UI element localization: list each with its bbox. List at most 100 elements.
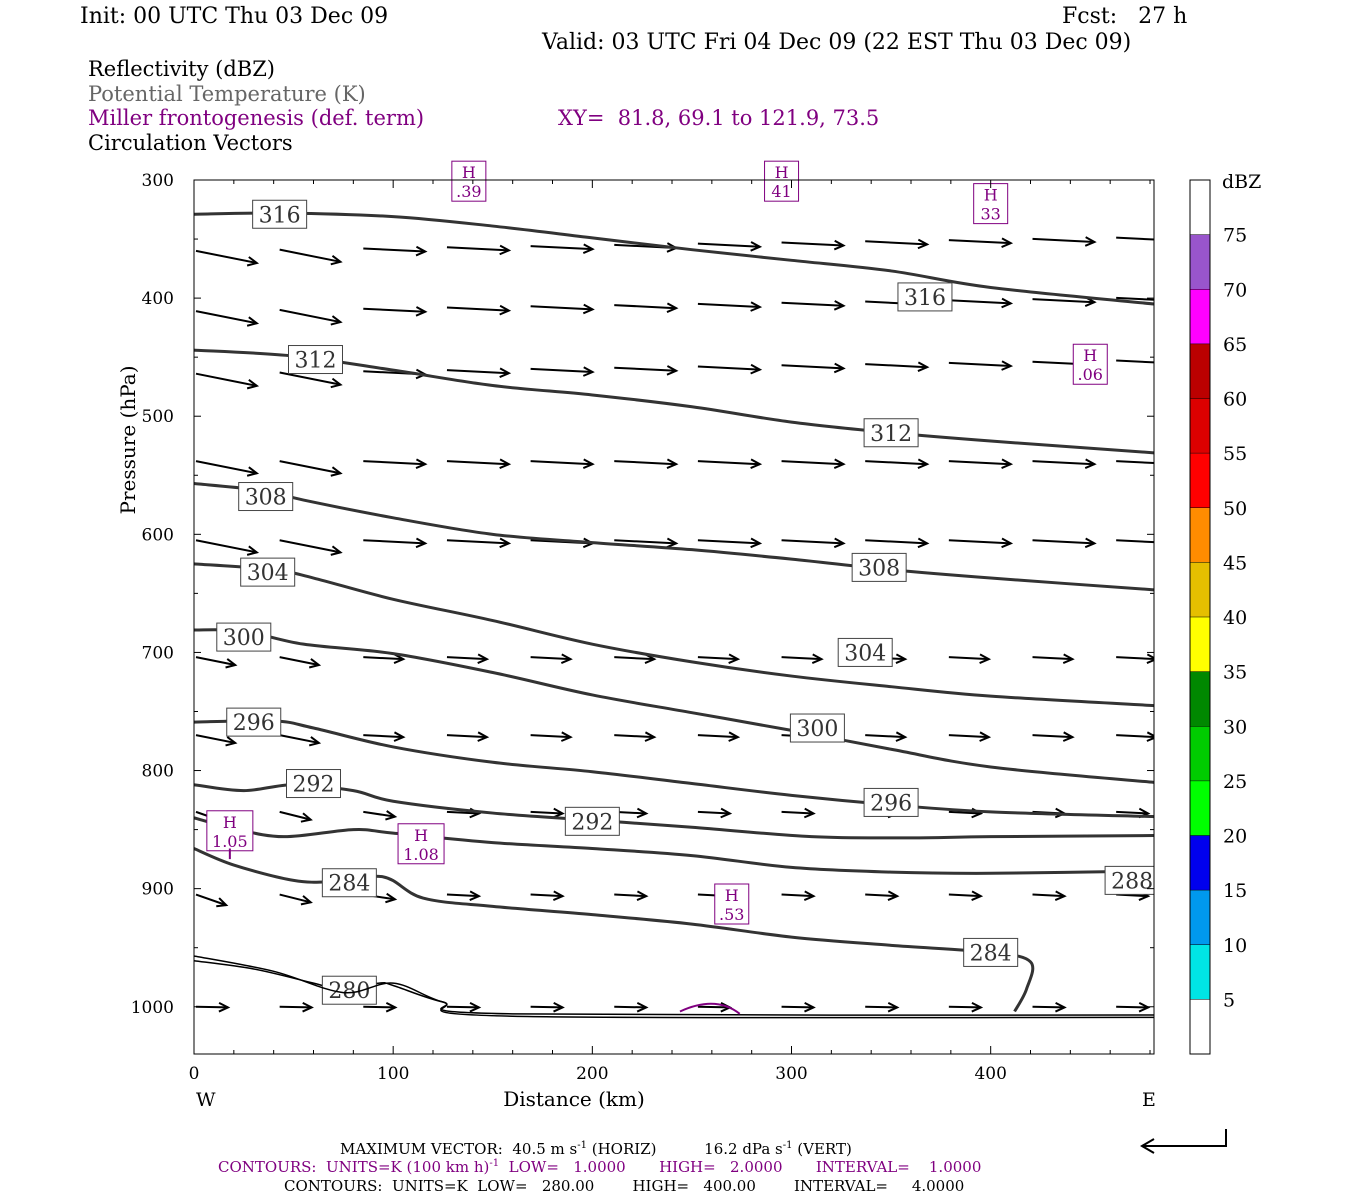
circulation-vector bbox=[1116, 460, 1154, 464]
circulation-vector-head bbox=[833, 300, 846, 311]
circulation-vector-head bbox=[246, 379, 260, 390]
theta-label-292: 292 bbox=[293, 773, 335, 798]
colorbar-segment bbox=[1190, 835, 1210, 891]
circulation-vector-head bbox=[1146, 653, 1154, 664]
theta-label-box bbox=[851, 552, 907, 582]
x-tick-label: 0 bbox=[189, 1064, 200, 1084]
circulation-vector-head bbox=[499, 458, 512, 470]
circulation-vector-head bbox=[750, 363, 763, 375]
circulation-vector bbox=[865, 539, 928, 545]
circulation-vector bbox=[614, 366, 677, 372]
circulation-vector-head bbox=[666, 302, 679, 314]
theta-label-296: 296 bbox=[870, 791, 912, 816]
circulation-vector bbox=[530, 245, 593, 251]
circulation-vector bbox=[865, 1005, 898, 1009]
circulation-vector bbox=[781, 810, 814, 815]
theta-label-304: 304 bbox=[247, 561, 289, 586]
east-label: E bbox=[1142, 1089, 1156, 1111]
circulation-vector bbox=[1116, 656, 1154, 661]
circulation-vector bbox=[279, 893, 311, 904]
circulation-vector bbox=[614, 539, 677, 545]
circulation-vector-head bbox=[833, 458, 846, 470]
circulation-vector bbox=[614, 734, 655, 739]
circulation-vector bbox=[1032, 539, 1095, 545]
circulation-vector bbox=[195, 893, 227, 907]
theta-label-box bbox=[863, 418, 919, 448]
circulation-vector bbox=[781, 460, 844, 466]
y-tick-label: 1000 bbox=[131, 998, 174, 1018]
circulation-vector bbox=[363, 307, 426, 313]
circulation-vector bbox=[697, 810, 730, 815]
circulation-vector-head bbox=[582, 458, 595, 470]
theta-label-box bbox=[1104, 865, 1154, 895]
circulation-vector-head bbox=[582, 366, 595, 377]
circulation-vector bbox=[948, 810, 981, 815]
circulation-vector-head bbox=[811, 653, 824, 664]
theta-contour-304 bbox=[194, 562, 1154, 708]
circulation-vector-head bbox=[971, 890, 984, 901]
theta-label-312: 312 bbox=[870, 422, 912, 447]
theta-label-box bbox=[240, 557, 296, 587]
reference-vector-icon bbox=[1140, 1129, 1227, 1154]
circulation-vector bbox=[279, 460, 341, 475]
circulation-vector bbox=[363, 460, 426, 466]
circulation-vector bbox=[446, 734, 487, 739]
colorbar-segment bbox=[1190, 780, 1210, 836]
theta-label-288: 288 bbox=[1111, 869, 1153, 894]
theta-label-box bbox=[238, 482, 294, 512]
circulation-vector-head bbox=[246, 466, 260, 477]
circulation-vector bbox=[614, 1005, 647, 1009]
circulation-vector bbox=[781, 656, 822, 661]
circulation-vector-head bbox=[720, 807, 733, 819]
y-tick-label: 800 bbox=[142, 762, 174, 782]
circulation-vector-head bbox=[917, 458, 930, 470]
circulation-vector bbox=[948, 656, 989, 661]
circulation-vector bbox=[446, 893, 479, 898]
circulation-vector bbox=[279, 308, 341, 324]
circulation-vector-head bbox=[560, 731, 573, 742]
circulation-vector bbox=[948, 539, 1011, 545]
circulation-vector-head bbox=[833, 537, 846, 549]
circulation-vector bbox=[781, 893, 814, 898]
circulation-vector-head bbox=[300, 895, 313, 906]
circulation-vector-head bbox=[895, 731, 908, 742]
colorbar-label: 20 bbox=[1223, 826, 1247, 848]
circulation-vector-head bbox=[300, 812, 313, 823]
circulation-vector bbox=[865, 460, 928, 466]
y-tick-label: 600 bbox=[142, 525, 174, 545]
colorbar-label: 15 bbox=[1223, 880, 1247, 902]
colorbar-segment bbox=[1190, 180, 1210, 235]
theta-label-284: 284 bbox=[970, 941, 1012, 966]
circulation-vector bbox=[279, 1005, 312, 1009]
circulation-vector bbox=[1032, 298, 1095, 304]
circulation-vector-head bbox=[1138, 1001, 1151, 1013]
circulation-vector bbox=[1116, 236, 1154, 241]
colorbar-segment bbox=[1190, 289, 1210, 344]
theta-label-316: 316 bbox=[904, 286, 946, 311]
circulation-vector-head bbox=[1062, 731, 1075, 742]
circulation-vector-head bbox=[246, 545, 260, 556]
circulation-vector bbox=[195, 310, 257, 325]
colorbar-label: 45 bbox=[1223, 552, 1247, 574]
circulation-vector bbox=[195, 1005, 229, 1009]
fronto-max-label: H bbox=[223, 813, 237, 832]
fronto-max-value: 1.05 bbox=[212, 832, 248, 851]
colorbar-label: 60 bbox=[1223, 389, 1247, 411]
circulation-vector-head bbox=[750, 301, 763, 312]
circulation-vector bbox=[781, 301, 844, 307]
circulation-vector bbox=[363, 247, 426, 253]
fronto-max-label: H bbox=[984, 186, 998, 205]
circulation-vector bbox=[614, 304, 677, 310]
x-tick-label: 200 bbox=[576, 1064, 608, 1084]
circulation-vector-head bbox=[246, 256, 260, 267]
colorbar-label: 65 bbox=[1223, 334, 1247, 356]
surface-line bbox=[194, 955, 1154, 1019]
circulation-vector-head bbox=[385, 810, 398, 821]
circulation-vector bbox=[948, 239, 1011, 245]
circulation-vector-head bbox=[393, 653, 406, 664]
circulation-vector-head bbox=[833, 239, 846, 251]
circulation-vector-head bbox=[833, 362, 846, 374]
colorbar-label: 50 bbox=[1223, 498, 1247, 520]
theta-label-box bbox=[286, 769, 342, 799]
fronto-max-box bbox=[764, 160, 800, 202]
